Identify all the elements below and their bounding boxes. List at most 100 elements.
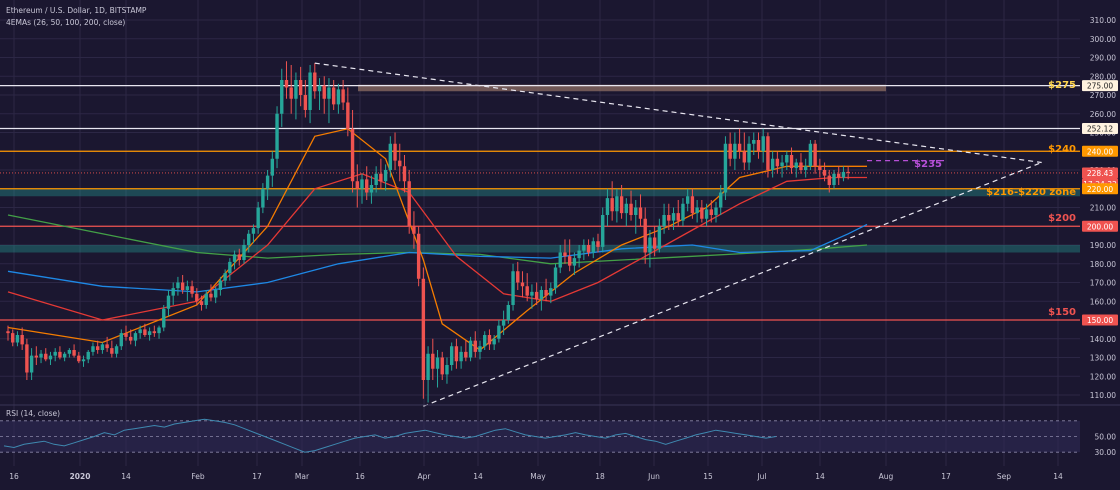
price-badge-label: 252.12 [1087,125,1113,134]
price-badge-label: 150.00 [1087,316,1113,325]
y-tick-label: 140.00 [1090,335,1116,344]
x-tick-label: 18 [595,472,605,481]
candle-body [619,196,624,214]
candle-body [737,143,742,152]
candle-body [577,250,581,259]
candle-body [379,173,383,182]
candle-body [435,357,440,369]
candle-body [407,181,411,227]
trendline-lower [423,161,1042,407]
level-annotation: $200 [1048,213,1076,225]
candle-body [563,252,567,257]
candle-body [652,237,657,249]
x-tick-label: May [530,472,546,481]
candle-body [402,166,407,182]
candle-body [662,215,666,227]
price-badge-label: 228.43 [1087,169,1113,178]
candle-body [237,254,241,260]
candle-body [785,155,789,163]
candle-body [483,335,487,347]
candle-body [506,305,511,320]
ema26-line [7,128,867,351]
candle-body [133,333,138,341]
candle-body [648,237,652,253]
candle-body [152,331,157,334]
candle-body [25,344,29,373]
candle-body [591,241,595,253]
candle-body [44,353,48,360]
y-tick-label: 270.00 [1090,91,1116,100]
candle-body [426,353,430,380]
y-tick-label: 310.00 [1090,16,1116,25]
candle-body [251,228,256,234]
candle-body [766,136,770,170]
candle-body [780,162,784,167]
candle-body [398,160,402,167]
x-tick-label: 14 [815,472,825,481]
candle-body [601,215,605,247]
candle-body [190,286,194,294]
candle-body [742,151,747,163]
price-badge-label: 240.00 [1087,147,1113,156]
candle-body [516,271,520,283]
candle-body [209,293,213,298]
candle-body [105,344,109,349]
y-tick-label: 160.00 [1090,297,1116,306]
level-annotation: $240 [1048,144,1076,156]
candle-body [492,338,496,345]
candle-body [634,207,638,215]
candle-body [837,173,841,178]
candle-body [284,80,289,88]
candle-body [275,113,279,159]
x-tick-label: 16 [355,472,365,481]
y-tick-label: 110.00 [1090,391,1116,400]
candle-body [416,233,421,279]
level-annotation: $150 [1048,307,1076,318]
x-tick-label: Feb [191,472,205,481]
x-tick-label: 17 [252,472,262,481]
candle-body [813,143,817,167]
y-tick-label: 260.00 [1090,110,1116,119]
candle-body [213,290,218,298]
candle-body [464,351,468,358]
candle-body [761,136,765,152]
candle-body [162,308,166,328]
candle-body [501,320,506,326]
price-badge [1082,220,1118,232]
candle-body [360,179,364,189]
candle-body [832,173,836,185]
candle-body [714,207,718,215]
candle-body [431,353,435,369]
candle-body [48,355,53,360]
candle-body [520,282,525,287]
candle-body [242,245,246,260]
candle-body [638,207,643,219]
candle-body [34,355,39,358]
candle-body [700,207,704,219]
candle-body [445,365,449,375]
candle-body [393,143,397,161]
candle-body [29,355,34,373]
candle-body [199,301,204,305]
ema100-line [7,223,868,293]
candle-body [657,226,662,249]
ema200-line [7,214,868,265]
candle-body [308,72,312,110]
x-tick-label: 16 [9,472,19,481]
candle-body [827,175,831,185]
candle-body [289,87,293,99]
candle-body [86,351,90,360]
x-tick-label: Aug [879,472,894,481]
y-tick-label: 280.00 [1090,72,1116,81]
candle-body [709,209,713,215]
price-badge [1082,314,1118,326]
candle-body [449,346,454,365]
level-annotation: $235 [914,158,942,170]
candle-body [341,89,345,103]
candle-body [166,295,171,309]
candle-body [454,346,459,362]
candle-body [256,207,260,229]
candle-body [582,245,586,251]
